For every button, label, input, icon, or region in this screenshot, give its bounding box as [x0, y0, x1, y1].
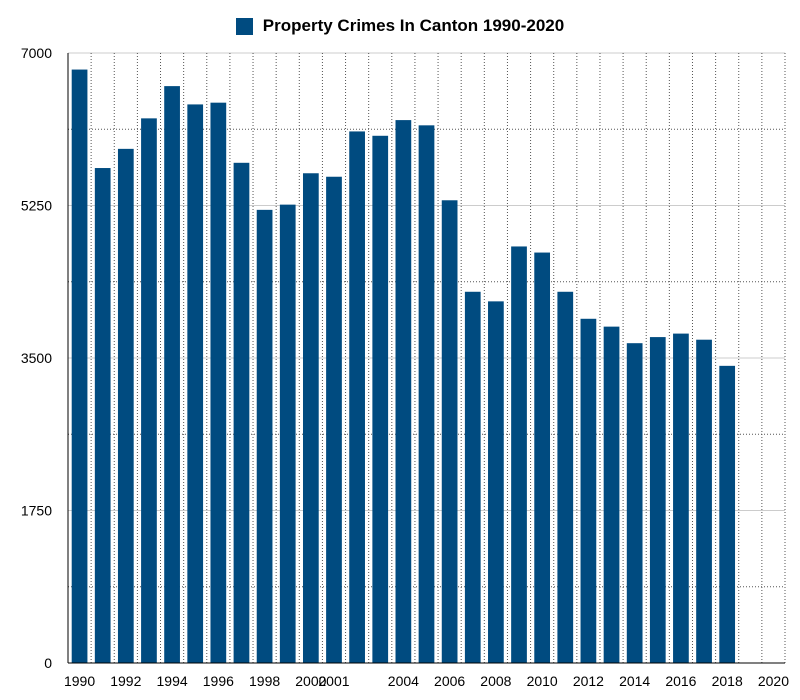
- bar-2017: [696, 339, 712, 663]
- legend-swatch: [235, 17, 253, 35]
- x-tick-label: 2004: [388, 673, 419, 689]
- bar-2009: [511, 246, 527, 663]
- bar-2011: [557, 291, 574, 663]
- bar-1990: [71, 69, 88, 664]
- x-tick-label: 2001: [318, 673, 349, 689]
- bar-2005: [418, 125, 435, 664]
- x-tick-label: 1994: [157, 673, 188, 689]
- y-tick-label: 7000: [21, 45, 52, 61]
- x-tick-label: 2014: [619, 673, 650, 689]
- x-tick-label: 1990: [64, 673, 95, 689]
- y-tick-label: 1750: [21, 503, 52, 519]
- bar-2018: [719, 365, 736, 663]
- bar-2006: [441, 200, 458, 663]
- bar-2012: [580, 318, 597, 663]
- bar-1996: [210, 102, 227, 663]
- legend-label: Property Crimes In Canton 1990-2020: [262, 16, 565, 35]
- bar-2013: [603, 326, 620, 663]
- y-tick-label: 3500: [21, 350, 52, 366]
- x-tick-label: 2020: [758, 673, 789, 689]
- x-tick-label: 1992: [110, 673, 141, 689]
- bar-1997: [233, 162, 250, 664]
- x-tick-label: 2008: [480, 673, 511, 689]
- x-tick-label: 1998: [249, 673, 280, 689]
- bar-1991: [94, 168, 111, 663]
- bar-1998: [256, 209, 273, 663]
- x-tick-label: 2010: [527, 673, 558, 689]
- x-tick-label: 2000: [295, 673, 326, 689]
- bar-2002: [349, 131, 365, 663]
- chart-legend: Property Crimes In Canton 1990-2020: [0, 12, 800, 40]
- x-tick-label: 2012: [573, 673, 604, 689]
- bar-2015: [649, 337, 666, 663]
- y-tick-label: 5250: [21, 198, 52, 214]
- y-tick-label: 0: [44, 655, 52, 671]
- bar-2008: [488, 301, 504, 663]
- bar-1995: [187, 104, 204, 663]
- bar-2004: [395, 120, 412, 664]
- bar-2000: [302, 173, 319, 663]
- bar-2001: [326, 176, 342, 663]
- bar-1994: [164, 86, 180, 664]
- bar-1992: [117, 148, 134, 663]
- x-tick-label: 1996: [203, 673, 234, 689]
- x-tick-label: 2006: [434, 673, 465, 689]
- x-tick-label: 2018: [712, 673, 743, 689]
- x-tick-label: 2016: [665, 673, 696, 689]
- bar-2003: [372, 135, 389, 664]
- bar-2007: [464, 291, 481, 663]
- bar-2014: [626, 343, 643, 663]
- bar-2016: [673, 333, 689, 663]
- bar-1993: [141, 118, 157, 664]
- bar-2010: [534, 252, 551, 664]
- bar-1999: [279, 204, 296, 663]
